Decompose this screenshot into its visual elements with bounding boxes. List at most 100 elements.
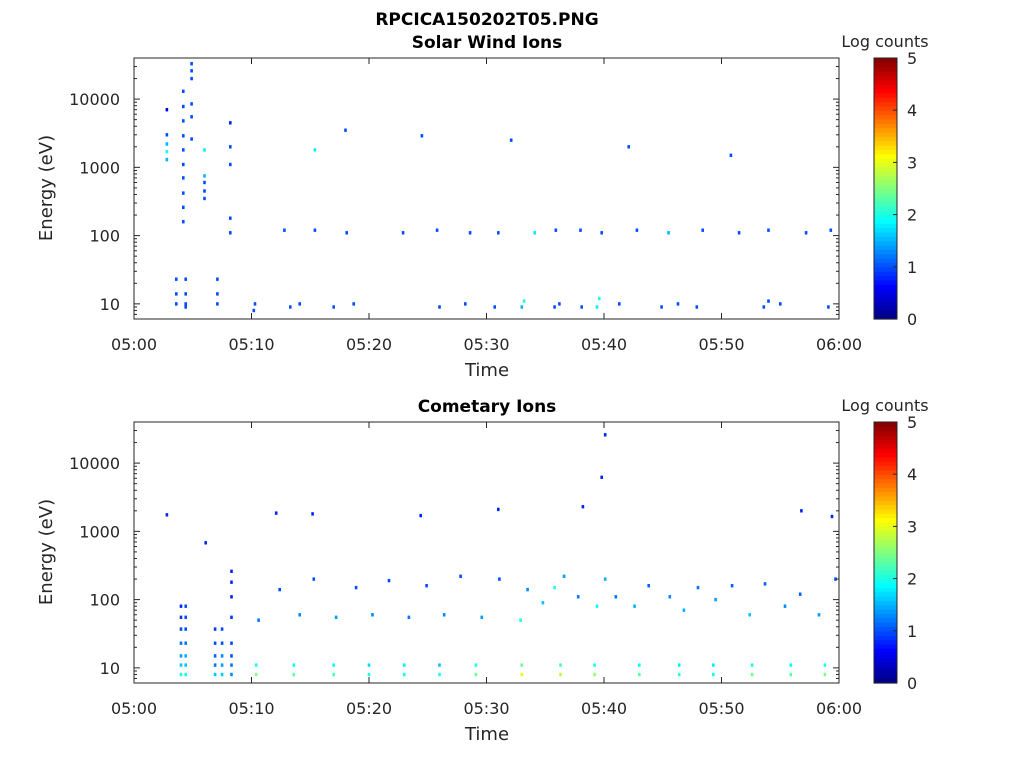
colorbar-segment — [874, 678, 897, 684]
heatmap-cell — [595, 604, 599, 608]
plot-frame — [133, 421, 840, 684]
colorbar-segment — [874, 665, 897, 671]
heatmap-cell — [830, 514, 834, 519]
heatmap-cell — [230, 663, 233, 667]
y-tick-label: 100 — [89, 227, 120, 246]
heatmap-cell — [184, 305, 187, 309]
y-tick-label: 10 — [100, 659, 120, 678]
colorbar-segment — [874, 504, 897, 510]
heatmap-cell — [190, 69, 193, 73]
heatmap-cell — [179, 654, 183, 658]
heatmap-cell — [677, 672, 681, 677]
colorbar-segment — [874, 297, 897, 303]
heatmap-cell — [213, 641, 217, 645]
colorbar-segment — [874, 443, 897, 449]
colorbar-segment — [874, 62, 897, 68]
colorbar-segment — [874, 158, 897, 163]
heatmap-cell — [676, 302, 680, 306]
panel-title: Solar Wind Ions — [412, 33, 563, 53]
colorbar-segment — [874, 205, 897, 211]
colorbar-label: Log counts — [841, 396, 928, 415]
heatmap-cell — [419, 513, 422, 518]
colorbar-segment — [874, 482, 897, 488]
heatmap-cell — [182, 119, 185, 123]
colorbar-segment — [874, 97, 897, 103]
heatmap-cell — [354, 585, 358, 590]
heatmap-cell — [184, 641, 187, 645]
heatmap-cell — [442, 613, 446, 617]
colorbar-tick-label: 5 — [907, 49, 917, 68]
heatmap-cell — [387, 578, 391, 583]
heatmap-cell — [190, 62, 193, 66]
x-tick-label: 05:30 — [463, 335, 509, 354]
heatmap-cell — [789, 672, 793, 677]
colorbar-segment — [874, 262, 897, 268]
heatmap-cell — [184, 627, 187, 631]
heatmap-cell — [220, 672, 224, 677]
colorbar-segment — [874, 652, 897, 658]
colorbar-segment — [874, 188, 897, 194]
heatmap-cell — [603, 433, 607, 437]
heatmap-cell — [213, 672, 217, 677]
x-tick-label: 06:00 — [816, 335, 862, 354]
heatmap-cell — [257, 618, 260, 622]
colorbar-segment — [874, 240, 897, 246]
colorbar-segment — [874, 548, 897, 554]
heatmap-cell — [497, 507, 500, 512]
heatmap-cell — [179, 604, 183, 608]
heatmap-cell — [311, 512, 314, 516]
heatmap-cell — [190, 115, 193, 119]
colorbar-segment — [874, 197, 897, 203]
heatmap-cell — [559, 672, 562, 677]
heatmap-cell — [229, 216, 232, 220]
heatmap-cell — [182, 220, 185, 224]
colorbar-segment — [874, 422, 897, 427]
colorbar-segment — [874, 630, 897, 636]
heatmap-cell — [165, 149, 169, 154]
colorbar-segment — [874, 587, 897, 593]
heatmap-cell — [598, 296, 601, 301]
colorbar-segment — [874, 131, 897, 137]
x-axis-label: Time — [464, 360, 509, 381]
colorbar-segment — [874, 430, 897, 436]
heatmap-cell — [581, 505, 585, 509]
heatmap-cell — [213, 627, 217, 631]
heatmap-cell — [220, 654, 224, 658]
colorbar-segment — [874, 513, 897, 519]
heatmap-cell — [468, 231, 472, 235]
heatmap-cell — [332, 672, 335, 677]
colorbar-segment — [874, 552, 897, 558]
colorbar-segment — [874, 539, 897, 545]
heatmap-cell — [562, 574, 566, 578]
colorbar-segment — [874, 171, 897, 177]
colorbar-segment — [874, 526, 897, 532]
x-tick-label: 05:20 — [346, 699, 392, 718]
colorbar-segment — [874, 214, 897, 220]
heatmap-cell — [497, 231, 500, 235]
heatmap-cell — [526, 587, 529, 592]
heatmap-cell — [213, 654, 217, 658]
heatmap-cell — [278, 587, 281, 592]
colorbar-segment — [874, 674, 897, 680]
colorbar-segment — [874, 561, 897, 567]
heatmap-cell — [401, 231, 405, 235]
heatmap-cell — [229, 231, 232, 235]
colorbar-segment — [874, 175, 897, 181]
heatmap-cell — [712, 663, 715, 667]
heatmap-cell — [798, 592, 802, 596]
colorbar-segment — [874, 487, 897, 493]
colorbar-segment — [874, 227, 897, 233]
heatmap-cell — [474, 663, 478, 667]
colorbar-tick-label: 1 — [907, 622, 917, 641]
heatmap-cell — [553, 585, 556, 590]
heatmap-cell — [313, 228, 317, 232]
heatmap-cell — [165, 108, 169, 112]
colorbar-segment — [874, 258, 897, 264]
colorbar-segment — [874, 232, 897, 237]
heatmap-cell — [184, 654, 187, 658]
colorbar-segment — [874, 166, 897, 172]
heatmap-cell — [425, 584, 428, 588]
x-tick-label: 05:20 — [346, 335, 392, 354]
colorbar-segment — [874, 452, 897, 458]
